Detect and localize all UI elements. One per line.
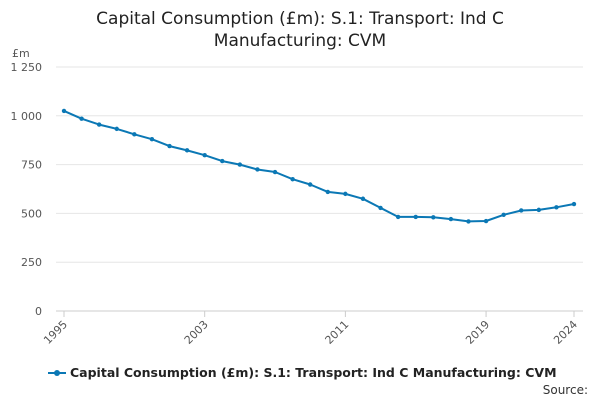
y-tick-label: 1 250	[11, 61, 43, 74]
chart-title-line-2: Manufacturing: CVM	[213, 31, 387, 51]
data-point	[483, 218, 489, 224]
x-tick-label: 2019	[463, 318, 492, 347]
data-point	[501, 212, 506, 217]
y-tick-label: 250	[21, 256, 42, 269]
data-point	[360, 196, 366, 201]
data-point	[255, 167, 260, 172]
series-line	[63, 109, 575, 223]
chart-title-line-1: Capital Consumption (£m): S.1: Transport…	[96, 9, 504, 29]
x-axis-ticks: 1995 2003 2011 2019 2024	[41, 311, 580, 347]
source-label: Source:	[542, 383, 588, 397]
data-point	[79, 116, 84, 121]
legend-label: Capital Consumption (£m): S.1: Transport…	[70, 365, 557, 380]
y-tick-label: 750	[21, 159, 42, 172]
data-point	[413, 214, 418, 220]
data-point	[114, 126, 119, 132]
data-point	[378, 205, 383, 211]
data-point	[448, 216, 454, 222]
data-point	[431, 215, 436, 220]
data-point	[395, 214, 401, 220]
data-point	[237, 162, 243, 167]
data-point	[167, 143, 172, 149]
y-tick-label: 500	[21, 207, 42, 220]
data-point	[325, 189, 330, 195]
x-tick-label: 1995	[41, 318, 70, 347]
y-tick-label: 1 000	[11, 110, 43, 123]
legend[interactable]: Capital Consumption (£m): S.1: Transport…	[48, 365, 557, 380]
data-point	[184, 148, 190, 153]
data-point	[536, 207, 542, 213]
data-point	[96, 122, 102, 127]
data-point	[343, 191, 348, 197]
series-group	[61, 108, 577, 224]
grid-lines	[56, 66, 583, 263]
x-tick-label: 2011	[323, 318, 352, 347]
data-point	[466, 219, 471, 224]
chart-title: Capital Consumption (£m): S.1: Transport…	[0, 8, 600, 52]
data-point	[149, 137, 155, 142]
y-axis-unit-label: £m	[12, 47, 30, 60]
legend-line-marker-icon	[48, 367, 66, 379]
data-point	[202, 153, 207, 158]
x-tick-label: 2024	[551, 318, 580, 347]
y-tick-label: 0	[35, 305, 42, 318]
data-point	[61, 108, 67, 114]
data-point	[554, 205, 559, 210]
axes: £m	[12, 47, 583, 312]
data-point	[571, 201, 577, 207]
data-point	[220, 158, 225, 164]
data-point	[308, 182, 313, 187]
data-point	[132, 132, 137, 137]
y-axis-ticks: 0 250 500 750 1 000 1 250	[11, 61, 43, 318]
data-point	[290, 177, 295, 182]
data-point	[519, 208, 524, 213]
data-point	[272, 169, 278, 175]
x-tick-label: 2003	[182, 318, 211, 347]
